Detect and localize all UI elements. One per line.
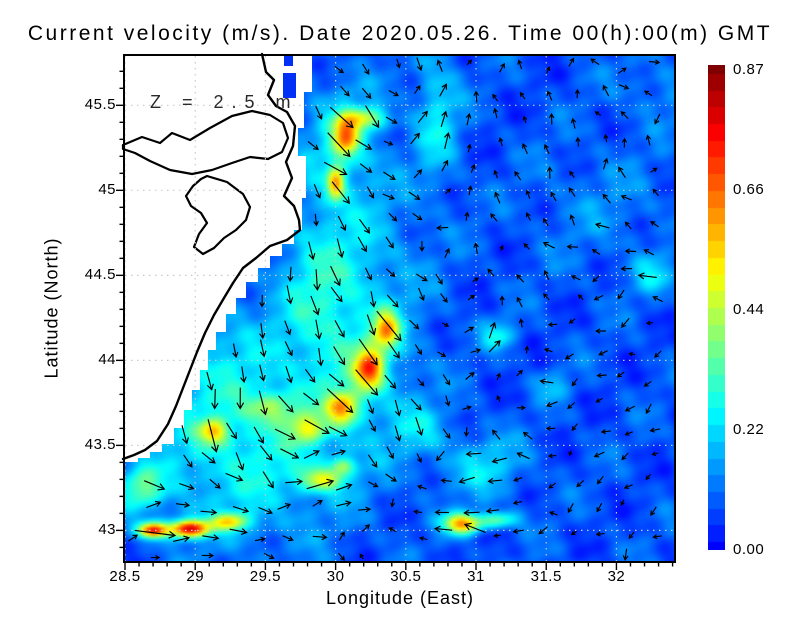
colorbar-tick-label: 0.00 bbox=[733, 541, 765, 558]
colorbar-tick-label: 0.44 bbox=[733, 301, 765, 318]
sea-inlet bbox=[283, 73, 296, 98]
x-tick-label: 28.5 bbox=[109, 568, 141, 585]
colorbar-tick-label: 0.87 bbox=[733, 61, 765, 78]
current-vector-arrows bbox=[128, 57, 663, 561]
y-tick-label: 45 bbox=[98, 181, 116, 199]
x-tick-label: 29 bbox=[186, 568, 205, 585]
colorbar bbox=[708, 65, 725, 550]
x-tick-label: 31.5 bbox=[530, 568, 562, 585]
depth-annotation: Z = 2.5 m bbox=[150, 92, 299, 112]
y-tick-label: 43.5 bbox=[84, 436, 116, 454]
colorbar-tick-label: 0.22 bbox=[733, 421, 765, 438]
plot-frame bbox=[123, 54, 676, 563]
y-tick-label: 45.5 bbox=[84, 96, 116, 114]
sea-inlet bbox=[284, 56, 293, 66]
arrow bbox=[128, 57, 663, 561]
x-tick-label: 31 bbox=[467, 568, 485, 585]
x-tick-label: 30.5 bbox=[390, 568, 422, 585]
y-axis-label: Latitude (North) bbox=[41, 237, 62, 379]
axis-ticks bbox=[116, 70, 674, 570]
y-tick-label: 44 bbox=[98, 351, 116, 369]
y-tick-label: 43 bbox=[98, 521, 116, 539]
lagoon-contour bbox=[184, 174, 252, 256]
x-tick-label: 29.5 bbox=[249, 568, 281, 585]
y-tick-label: 44.5 bbox=[84, 266, 116, 284]
x-tick-label: 32 bbox=[607, 568, 626, 585]
map-plot-area bbox=[116, 52, 676, 570]
lagoon-contour bbox=[121, 109, 290, 176]
map-overlay-svg bbox=[116, 52, 676, 570]
x-axis-label: Longitude (East) bbox=[325, 588, 475, 608]
coastline bbox=[121, 52, 302, 461]
figure-title: Current velocity (m/s). Date 2020.05.26.… bbox=[27, 22, 773, 45]
x-tick-label: 30 bbox=[326, 568, 345, 585]
colorbar-tick-label: 0.66 bbox=[733, 181, 765, 198]
